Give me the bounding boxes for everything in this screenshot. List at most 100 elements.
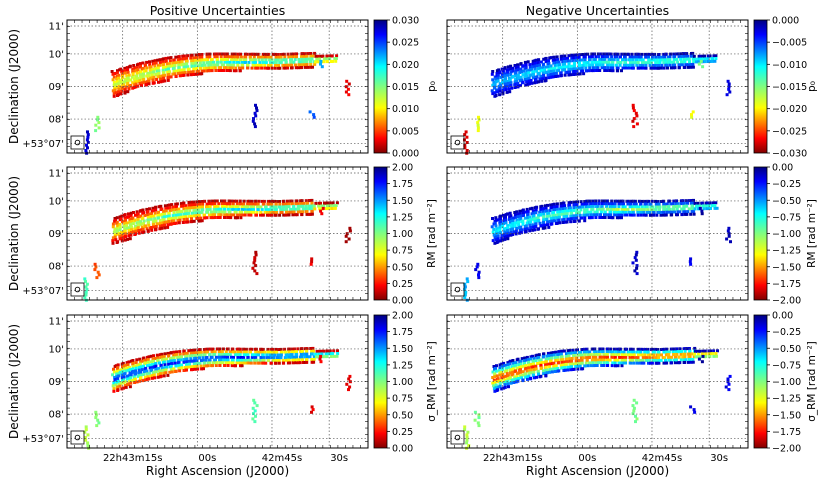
- compact-source: [690, 110, 695, 119]
- compact-source: [689, 405, 697, 414]
- colorbar-tick-label: −1.50: [772, 262, 801, 273]
- colorbar-tick-label: 0.000: [392, 149, 419, 160]
- colorbar-tick-label: 0.010: [392, 104, 419, 115]
- compact-source: [251, 398, 259, 424]
- compact-source: [251, 250, 259, 276]
- colorbar-tick-label: 0.50: [392, 262, 413, 273]
- colorbar-tick-label: 0.005: [392, 126, 419, 137]
- colorbar-tick-label: −0.010: [772, 60, 807, 71]
- colorbar-tick-label: −0.015: [772, 82, 807, 93]
- colorbar-label: σ_RM [rad m⁻²]: [806, 341, 818, 422]
- colorbar-tick-label: 0.25: [392, 279, 413, 290]
- dec-tick-label: 11': [49, 168, 64, 179]
- ra-tick-label: 00s: [578, 453, 596, 464]
- compact-source: [474, 262, 481, 280]
- axes-frame: [446, 166, 749, 301]
- colorbar-tick-label: −0.75: [772, 212, 801, 223]
- dec-tick-label: 11': [49, 21, 64, 32]
- colorbar-tick-label: 1.75: [392, 327, 413, 338]
- compact-source: [473, 410, 481, 428]
- colorbar-tick-label: 0.00: [392, 296, 413, 307]
- dec-tick-label: 11': [49, 316, 64, 327]
- y-axis-label: Declination (J2000): [7, 176, 21, 291]
- colorbar-tick-label: −0.50: [772, 196, 801, 207]
- colorbar-tick-label: −1.25: [772, 394, 801, 405]
- colorbar-tick-label: 0.00: [772, 163, 793, 174]
- ra-tick-label: 22h43m15s: [483, 453, 542, 464]
- panel-sigma_RM-negative: 22h43m15s 00s 42m45s 30s Right Ascension (J2…: [446, 311, 818, 478]
- panel-p0-positive: 11' 10' 09' 08' +53°07'Declination (J2000) Po…: [7, 3, 438, 160]
- ra-tick-label: 30s: [330, 453, 348, 464]
- compact-source: [309, 257, 314, 266]
- panel-p0-negative: Negative Uncertainties 0.000 −0.005 −0.010 −…: [446, 3, 818, 160]
- colorbar-tick-label: 1.50: [392, 196, 413, 207]
- colorbar-gradient: [373, 314, 388, 449]
- panel-sigma_RM-positive: 11' 10' 09' 08' +53°07'Declination (J2000) 22…: [7, 311, 438, 479]
- colorbar-gradient: [373, 166, 388, 301]
- dec-tick-label: +53°07': [22, 139, 64, 150]
- dec-tick-label: 09': [49, 82, 64, 93]
- panel-RM-positive: 11' 10' 09' 08' +53°07'Declination (J2000) 2.…: [7, 163, 438, 307]
- ra-tick-label: 42m45s: [642, 453, 682, 464]
- colorbar-tick-label: 0.50: [392, 410, 413, 421]
- axes-frame: [66, 166, 369, 301]
- ra-tick-label: 42m45s: [262, 453, 302, 464]
- colorbar-tick-label: −1.00: [772, 229, 801, 240]
- y-axis-label: Declination (J2000): [7, 324, 21, 439]
- compact-source: [93, 262, 101, 280]
- colorbar-gradient: [753, 166, 768, 301]
- colorbar-tick-label: 0.75: [392, 394, 413, 405]
- colorbar-tick-label: 0.030: [392, 16, 419, 27]
- compact-source: [318, 354, 323, 364]
- colorbar: 0.030 0.025 0.020 0.015 0.010 0.005 0.000 p₀: [373, 16, 438, 160]
- axes-frame: [446, 314, 749, 449]
- x-axis-label: Right Ascension (J2000): [146, 464, 289, 478]
- dec-tick-label: +53°07': [22, 434, 64, 445]
- panel-RM-negative: 0.00 −0.25 −0.50 −0.75 −1.00 −1.25 −1.50 −1.75 −…: [446, 163, 818, 307]
- y-axis-label: Declination (J2000): [7, 29, 21, 144]
- compact-source: [319, 206, 325, 216]
- emission-filament: [111, 346, 340, 393]
- colorbar-tick-label: 0.00: [772, 311, 793, 322]
- compact-source: [631, 398, 639, 424]
- colorbar-tick-label: 1.00: [392, 377, 413, 388]
- beam-box: [70, 430, 85, 445]
- compact-source: [631, 103, 639, 129]
- dec-tick-label: 08': [49, 262, 64, 273]
- axes-frame: [446, 19, 749, 154]
- dec-tick-label: 09': [49, 229, 64, 240]
- colorbar: 0.00 −0.25 −0.50 −0.75 −1.00 −1.25 −1.50 −1.75 −…: [753, 163, 818, 307]
- colorbar: 2.00 1.75 1.50 1.25 1.00 0.75 0.50 0.25 0.00 RM […: [373, 163, 438, 307]
- colorbar-tick-label: −1.75: [772, 427, 801, 438]
- colorbar-tick-label: −2.00: [772, 444, 801, 455]
- beam-ellipse: [454, 286, 461, 293]
- emission-filament: [490, 198, 719, 245]
- colorbar-tick-label: −1.00: [772, 377, 801, 388]
- dec-tick-label: 08': [49, 115, 64, 126]
- colorbar: 0.000 −0.005 −0.010 −0.015 −0.020 −0.025 −0.03…: [753, 16, 818, 160]
- colorbar-tick-label: 0.025: [392, 38, 419, 49]
- compact-source: [725, 79, 732, 97]
- dec-tick-label: 10': [49, 196, 64, 207]
- colorbar-tick-label: −0.025: [772, 126, 807, 137]
- beam-box: [450, 430, 465, 445]
- ra-tick-label: 22h43m15s: [103, 453, 162, 464]
- x-axis-label: Right Ascension (J2000): [526, 464, 669, 478]
- colorbar-tick-label: −0.020: [772, 104, 807, 115]
- beam-box: [70, 135, 85, 150]
- axes-frame: [66, 314, 369, 449]
- colorbar-tick-label: 0.015: [392, 82, 419, 93]
- colorbar-tick-label: −1.75: [772, 279, 801, 290]
- ra-tick-label: 00s: [198, 453, 216, 464]
- compact-source: [476, 115, 481, 133]
- colorbar-label: RM [rad m⁻²]: [426, 199, 438, 268]
- compact-source: [698, 206, 704, 216]
- colorbar-tick-label: 0.25: [392, 427, 413, 438]
- axes-frame: [66, 19, 369, 154]
- colorbar-tick-label: −0.005: [772, 38, 807, 49]
- compact-source: [94, 115, 101, 133]
- beam-box: [450, 135, 465, 150]
- compact-source: [251, 103, 259, 129]
- colorbar-tick-label: −0.75: [772, 360, 801, 371]
- colorbar-gradient: [753, 19, 768, 154]
